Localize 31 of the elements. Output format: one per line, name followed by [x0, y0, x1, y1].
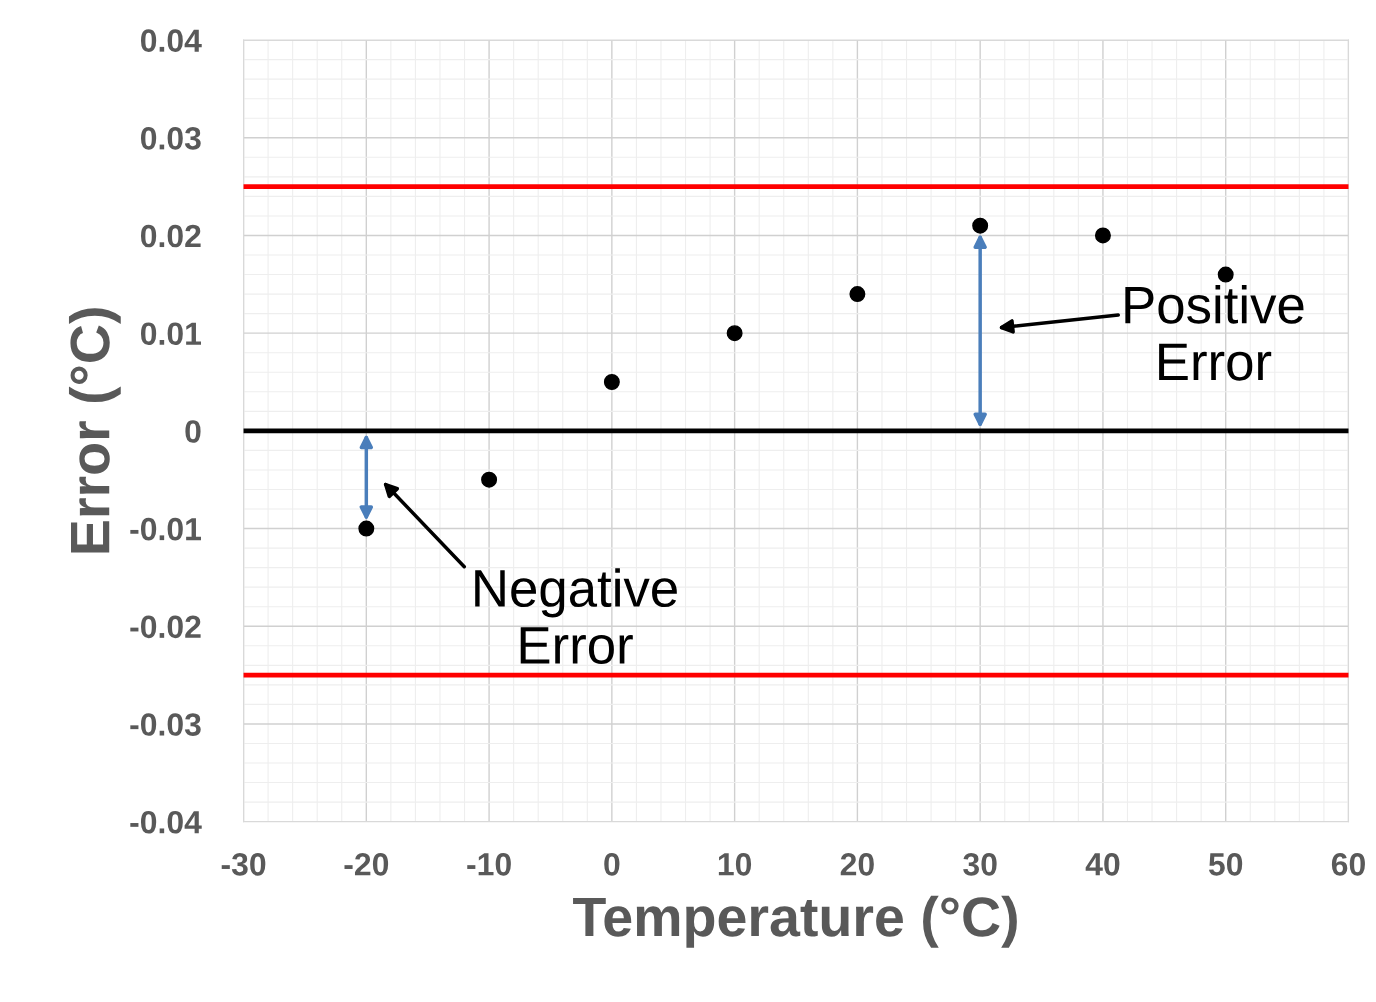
y-tick-label: 0.04: [140, 29, 202, 52]
x-tick-label: 60: [1331, 853, 1365, 876]
y-axis-title: Error (°C): [68, 308, 121, 553]
y-tick-label: -0.01: [130, 517, 201, 541]
y-tick-label: -0.03: [130, 713, 201, 736]
x-tick-label: 20: [840, 853, 874, 876]
x-tick-label: -10: [467, 853, 511, 876]
x-tick-label: -20: [344, 853, 389, 876]
point: [1094, 227, 1111, 244]
x-tick-label: 50: [1208, 853, 1243, 876]
annotation: Negative Error: [475, 568, 677, 664]
point: [358, 520, 375, 537]
point: [481, 471, 498, 488]
point: [726, 325, 743, 342]
point: [1217, 266, 1234, 283]
y-tick-label: 0.01: [140, 322, 201, 346]
x-tick-label: -30: [221, 853, 266, 876]
point: [972, 217, 989, 234]
point: [603, 374, 620, 390]
x-tick-label: 10: [718, 853, 752, 876]
x-axis-title: Temperature (°C): [573, 895, 1017, 948]
x-tick-label: 40: [1085, 853, 1120, 876]
point: [849, 286, 866, 303]
x-tick-label: 0: [604, 853, 620, 876]
y-tick-label: -0.04: [130, 810, 202, 834]
annotation: Positive Error: [1125, 285, 1304, 381]
x-tick-label: 30: [963, 853, 997, 876]
y-tick-label: 0.03: [140, 127, 201, 150]
y-tick-label: 0.02: [140, 224, 201, 248]
y-tick-label: 0: [185, 420, 201, 443]
y-tick-label: -0.02: [130, 615, 201, 639]
